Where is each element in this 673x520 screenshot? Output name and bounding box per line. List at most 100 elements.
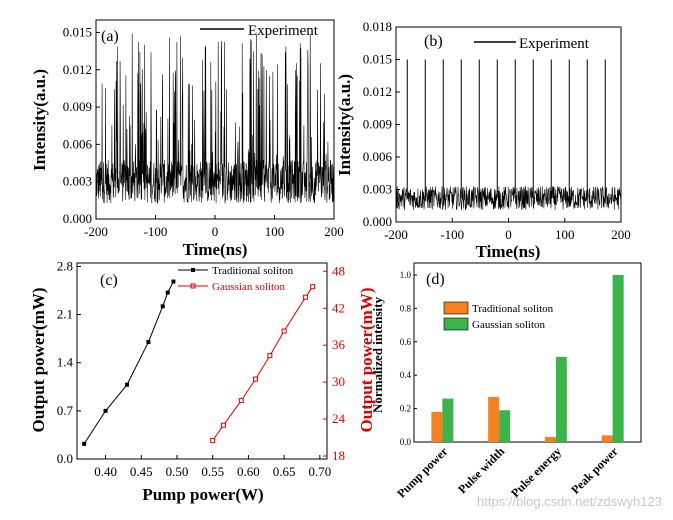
legend-traditional-label: Traditional soliton [212,265,294,277]
panel-d-category-label: Pulse width [455,444,507,496]
panel-d-ytick-label: 0.6 [400,337,412,347]
panel-c-point-gaussian [210,438,216,444]
panel-c-point-gaussian [220,422,226,428]
panel-d-category-label: Pump power [394,444,451,501]
panel-d-bar-gaussian [555,356,567,442]
panel-d-ytick-label: 0.0 [400,437,412,447]
panel-a-xlabel: Time(ns) [183,240,248,259]
panel-d-frame [413,262,642,443]
panel-c-ytick-right-label: 48 [332,263,345,278]
panel-a-ytick-label: 0.003 [63,174,92,189]
panel-a-legend-label: Experiment [248,23,319,39]
panel-c-ytick-right-label: 18 [332,448,345,463]
panel-c-xlabel: Pump power(W) [142,485,263,504]
panel-c-ytick-left-label: 0.0 [57,451,73,466]
panel-c-point-traditional [171,279,176,284]
panel-a-xtick-label: 0 [212,224,219,239]
panel-c-point-traditional [160,304,165,309]
panel-c-point-gaussian [303,294,309,300]
panel-c-xtick-label: 0.50 [166,464,189,479]
panel-b-ytick-label: 0.012 [363,84,392,99]
panel-b-ytick-label: 0.003 [363,182,392,197]
panel-c-point-gaussian [281,328,287,334]
panel-c-line-traditional [83,281,174,445]
panel-a-label: (a) [101,28,119,45]
panel-d-ylabel: Normalized intensity [370,297,385,413]
panel-b-label: (b) [424,33,443,50]
panel-c-point-gaussian [238,398,244,404]
panel-c-label: (c) [100,272,118,289]
panel-d-ytick-label: 1.0 [400,270,412,280]
panel-c-ytick-left-label: 2.8 [57,258,73,273]
panel-d-ytick-label: 0.4 [400,370,412,380]
panel-d-bar-traditional [431,411,443,442]
legend-d-gaussian-swatch [443,317,469,331]
panel-b-series-experiment [395,185,622,211]
panel-c-ytick-left-label: 2.1 [57,307,73,322]
panel-b-ylabel: Intensity(a.u.) [335,74,354,176]
panel-c-point-gaussian [267,353,273,359]
panel-a-ytick-label: 0.009 [63,99,92,114]
panel-d-ytick-label: 0.2 [400,404,411,414]
panel-c-ytick-right-label: 24 [332,411,346,426]
panel-a-xtick-label: 200 [324,224,344,239]
panel-a-ticks: -200 -100 0 100 200 0.000 0.003 0.006 0.009 0.012… [63,24,344,239]
panel-c-ytick-right-label: 36 [332,337,346,352]
panel-b-legend-label: Experiment [519,36,590,52]
panel-d-bar-traditional [544,436,556,442]
panel-a-trace [95,33,335,204]
panel-c-point-traditional [146,340,151,345]
panel-c-point-gaussian [310,284,316,290]
panel-c-xtick-label: 0.45 [130,464,153,479]
panel-b-xlabel: Time(ns) [476,242,541,261]
panel-c-line-gaussian [212,286,314,441]
panel-d-category-label: Peak power [568,444,621,497]
legend-traditional-marker [191,268,195,272]
panel-a-xtick-label: -200 [84,224,108,239]
panel-d-label: (d) [426,271,445,288]
panel-b: -200 -100 0 100 200 0.000 0.003 0.006 0.009 0.012… [335,19,631,261]
panel-c-point-traditional [165,290,170,295]
panel-c: 0.40 0.45 0.50 0.55 0.60 0.65 0.70 0.0 0.7 1.4 2.1… [29,258,376,504]
panel-c-xtick-label: 0.65 [273,464,296,479]
panel-b-xtick-label: 100 [555,227,575,242]
panel-d-categories: Pump power Pulse width Pulse energy Peak po… [394,444,621,501]
panel-a-ytick-label: 0.006 [63,136,93,151]
panel-c-xtick-label: 0.55 [201,464,224,479]
panel-c-xtick-label: 0.70 [308,464,331,479]
legend-gaussian-label: Gaussian soliton [212,281,286,293]
panel-c-xtick-label: 0.40 [94,464,117,479]
panel-c-ytick-right-label: 42 [332,300,345,315]
panel-c-ylabel-left: Output power(mW) [29,288,48,433]
panel-b-xtick-label: 200 [611,227,631,242]
panel-d-bar-traditional [601,435,613,442]
legend-gaussian-marker [190,283,196,289]
panel-d: 0.0 0.2 0.4 0.6 0.8 1.0 (d) Traditional solit… [370,262,642,501]
panel-b-ytick-label: 0.009 [363,117,392,132]
panel-a-xtick-label: 100 [265,224,285,239]
panel-d-ytick-label: 0.8 [400,303,412,313]
panel-a-ytick-label: 0.000 [63,211,92,226]
panel-b-ytick-label: 0.006 [363,149,393,164]
panel-b-ytick-label: 0.018 [363,19,392,34]
panel-b-xtick-label: -100 [440,227,464,242]
panel-a-series-experiment [95,33,335,204]
panel-d-bars [431,275,624,442]
panel-b-xtick-label: -200 [384,227,408,242]
panel-a-ytick-label: 0.015 [63,24,92,39]
panel-a-ytick-label: 0.012 [63,62,92,77]
panel-d-bar-gaussian [442,398,454,442]
legend-d-traditional-swatch [443,301,469,315]
panel-c-ytick-left-label: 0.7 [57,403,74,418]
watermark: https://blog.csdn.net/zdswyh123 [477,494,662,509]
panel-c-point-traditional [125,382,129,387]
panel-c-ticks: 0.40 0.45 0.50 0.55 0.60 0.65 0.70 0.0 0.7 1.4 2.1… [57,258,346,479]
panel-b-ticks: -200 -100 0 100 200 0.000 0.003 0.006 0.009 0.012… [363,19,631,242]
panel-c-frame [76,262,328,460]
panel-c-point-traditional [103,408,108,413]
legend-d-traditional-label: Traditional soliton [472,303,554,315]
panel-b-ytick-label: 0.000 [363,214,392,229]
panel-d-bar-gaussian [499,410,511,442]
panel-a-xtick-label: -100 [144,224,168,239]
